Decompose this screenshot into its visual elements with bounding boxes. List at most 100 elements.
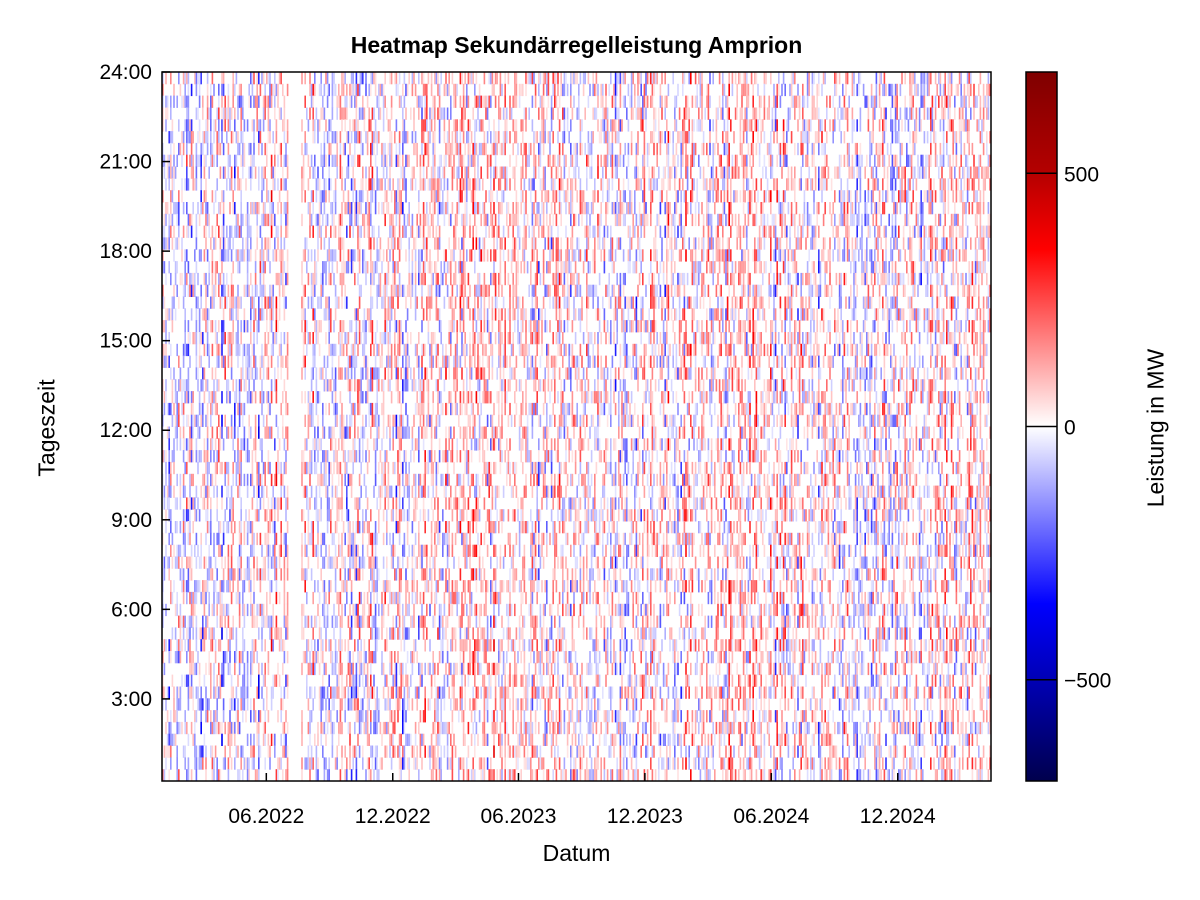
heatmap-cell (392, 296, 394, 309)
heatmap-cell (344, 556, 346, 569)
heatmap-cell (466, 296, 468, 309)
heatmap-cell (275, 556, 278, 569)
heatmap-cell (386, 485, 388, 498)
heatmap-cell (261, 284, 263, 297)
heatmap-cell (211, 721, 214, 735)
heatmap-cell (267, 532, 270, 546)
heatmap-cell (470, 72, 473, 85)
heatmap-cell (374, 355, 377, 368)
heatmap-cell (419, 674, 422, 687)
heatmap-cell (427, 402, 430, 416)
heatmap-cell (173, 485, 175, 498)
heatmap-cell (365, 367, 367, 380)
heatmap-cell (458, 166, 460, 179)
heatmap-cell (400, 426, 402, 439)
heatmap-cell (259, 438, 262, 451)
heatmap-cell (275, 83, 278, 97)
heatmap-cell (370, 343, 372, 357)
heatmap-cell (179, 485, 182, 498)
heatmap-cell (203, 580, 206, 593)
heatmap-cell (389, 332, 391, 345)
heatmap-cell (280, 461, 282, 475)
heatmap-cell (435, 379, 438, 392)
heatmap-cell (198, 391, 201, 404)
heatmap-cell (438, 686, 441, 699)
heatmap-cell (418, 202, 420, 215)
heatmap-cell (344, 332, 346, 345)
heatmap-cell (229, 296, 231, 309)
heatmap-cell (349, 426, 351, 439)
heatmap-cell (413, 450, 415, 463)
heatmap-cell (245, 284, 247, 297)
heatmap-cell (304, 521, 306, 534)
heatmap-cell (333, 698, 335, 711)
heatmap-cell (320, 473, 322, 487)
heatmap-cell (398, 662, 401, 676)
heatmap-cell (312, 651, 314, 664)
heatmap-cell (331, 355, 334, 368)
heatmap-cell (182, 355, 185, 368)
heatmap-cell (470, 450, 473, 463)
heatmap-cell (365, 166, 367, 179)
heatmap-cell (232, 320, 234, 333)
heatmap-cell (206, 414, 209, 427)
heatmap-cell (429, 119, 431, 132)
heatmap-cell (322, 721, 324, 735)
heatmap-cell (179, 142, 182, 156)
heatmap-cell (424, 698, 426, 711)
heatmap-cell (246, 355, 249, 368)
heatmap-cell (350, 367, 353, 380)
heatmap-cell (456, 509, 458, 522)
heatmap-cell (234, 107, 236, 120)
heatmap-cell (440, 202, 442, 215)
heatmap-cell (221, 72, 223, 85)
heatmap-cell (179, 272, 182, 286)
heatmap-cell (280, 521, 282, 534)
heatmap-cell (328, 698, 330, 711)
heatmap-cell (240, 686, 242, 699)
heatmap-cell (370, 213, 372, 227)
heatmap-cell (186, 154, 188, 167)
heatmap-cell (347, 367, 350, 380)
heatmap-cell (261, 166, 263, 179)
heatmap-cell (373, 438, 375, 451)
heatmap-cell (285, 272, 287, 286)
heatmap-cell (266, 249, 268, 262)
heatmap-cell (350, 343, 353, 357)
heatmap-cell (166, 107, 169, 120)
heatmap-cell (170, 521, 172, 534)
heatmap-cell (454, 261, 457, 274)
heatmap-cell (386, 568, 388, 581)
heatmap-cell (454, 237, 457, 250)
heatmap-cell (232, 426, 234, 439)
heatmap-cell (314, 733, 316, 746)
heatmap-cell (227, 95, 230, 108)
heatmap-cell (371, 745, 374, 758)
heatmap-cell (349, 391, 351, 404)
heatmap-cell (245, 343, 247, 357)
heatmap-cell (259, 119, 262, 132)
heatmap-cell (256, 95, 258, 108)
heatmap-cell (184, 521, 186, 534)
heatmap-cell (198, 213, 201, 227)
heatmap-cell (274, 154, 276, 167)
heatmap-cell (469, 580, 471, 593)
heatmap-cell (406, 698, 409, 711)
heatmap-cell (358, 190, 361, 203)
heatmap-cell (310, 154, 313, 167)
heatmap-cell (170, 166, 172, 179)
heatmap-cell (302, 154, 305, 167)
heatmap-cell (168, 237, 170, 250)
heatmap-cell (333, 556, 335, 569)
heatmap-cell (397, 651, 399, 664)
heatmap-cell (437, 461, 439, 475)
heatmap-cell (434, 591, 436, 605)
heatmap-cell (170, 745, 172, 758)
heatmap-cell (181, 131, 183, 144)
heatmap-cell (333, 72, 335, 85)
heatmap-cell (406, 674, 409, 687)
heatmap-cell (411, 521, 414, 534)
heatmap-cell (390, 225, 393, 238)
heatmap-cell (251, 367, 254, 380)
heatmap-cell (274, 367, 276, 380)
